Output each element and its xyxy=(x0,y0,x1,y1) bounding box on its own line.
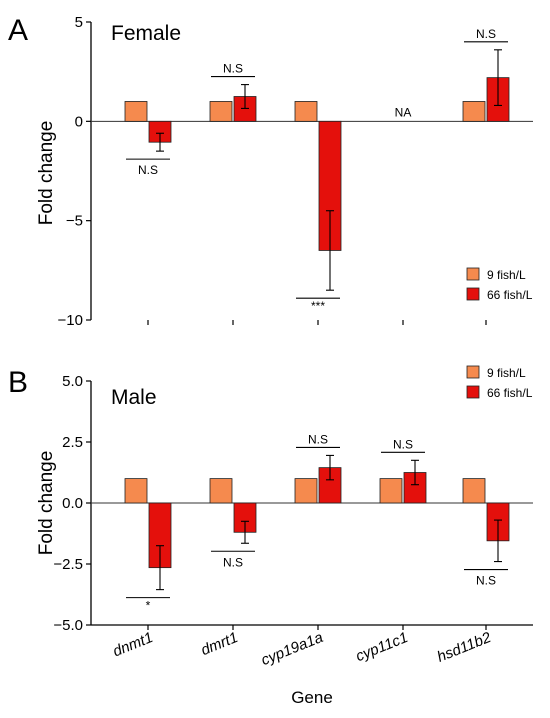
bar-9-fish xyxy=(462,101,486,122)
bar-9-fish xyxy=(209,101,233,122)
legend-label: 66 fish/L xyxy=(487,288,533,302)
y-axis-label: Fold change xyxy=(36,451,57,556)
legend-label: 9 fish/L xyxy=(487,366,526,380)
y-tick-label: −5.0 xyxy=(53,617,83,634)
bar-9-fish xyxy=(294,101,318,122)
bar-9-fish xyxy=(209,478,233,504)
x-tick-label: dmrt1 xyxy=(199,629,241,659)
legend-swatch xyxy=(466,385,480,399)
legend-label: 66 fish/L xyxy=(487,386,533,400)
na-label: NA xyxy=(395,105,412,119)
legend-label: 9 fish/L xyxy=(487,268,526,282)
significance-label: N.S xyxy=(308,432,328,446)
x-tick-label: hsd11b2 xyxy=(435,629,494,666)
significance-label: N.S xyxy=(476,27,496,41)
y-tick-label: 2.5 xyxy=(62,434,83,451)
y-tick-label: −10 xyxy=(58,312,83,329)
bar-9-fish xyxy=(124,101,148,122)
x-tick-label: dnmt1 xyxy=(110,629,155,660)
panel-letter: A xyxy=(8,14,28,47)
significance-label: N.S xyxy=(138,163,158,177)
bar-9-fish xyxy=(379,478,403,504)
x-axis-label: Gene xyxy=(291,688,333,707)
significance-label: *** xyxy=(311,299,325,313)
y-tick-label: −5 xyxy=(66,213,83,230)
legend-swatch xyxy=(466,287,480,301)
y-axis-label: Fold change xyxy=(36,121,57,226)
significance-label: N.S xyxy=(393,437,413,451)
legend-swatch xyxy=(466,267,480,281)
panel-title: Female xyxy=(111,22,181,45)
significance-label: N.S xyxy=(476,574,496,588)
legend: 9 fish/L 66 fish/L xyxy=(466,267,533,302)
x-tick-label: cyp11c1 xyxy=(353,629,410,665)
significance-label: * xyxy=(146,599,151,613)
bar-9-fish xyxy=(124,478,148,504)
bar-9-fish xyxy=(462,478,486,504)
panel-a: A Female 5 0 −5 −10 Fold change N.S N.S *** NA N.S 9… xyxy=(8,14,533,329)
bar-9-fish xyxy=(294,478,318,504)
panel-letter: B xyxy=(8,366,28,399)
y-tick-label: 5 xyxy=(75,14,83,31)
x-tick-label: cyp19a1a xyxy=(259,629,326,669)
legend-swatch xyxy=(466,365,480,379)
significance-label: N.S xyxy=(223,62,243,76)
panel-title: Male xyxy=(111,386,157,409)
y-tick-label: −2.5 xyxy=(53,556,83,573)
y-tick-label: 0.0 xyxy=(62,495,83,512)
y-tick-label: 5.0 xyxy=(62,373,83,390)
y-tick-label: 0 xyxy=(75,113,83,130)
panel-b: B Male 5.0 2.5 0.0 −2.5 −5.0 Fold change * N.S N.S… xyxy=(8,365,533,707)
significance-label: N.S xyxy=(223,555,243,569)
legend: 9 fish/L 66 fish/L xyxy=(466,365,533,400)
